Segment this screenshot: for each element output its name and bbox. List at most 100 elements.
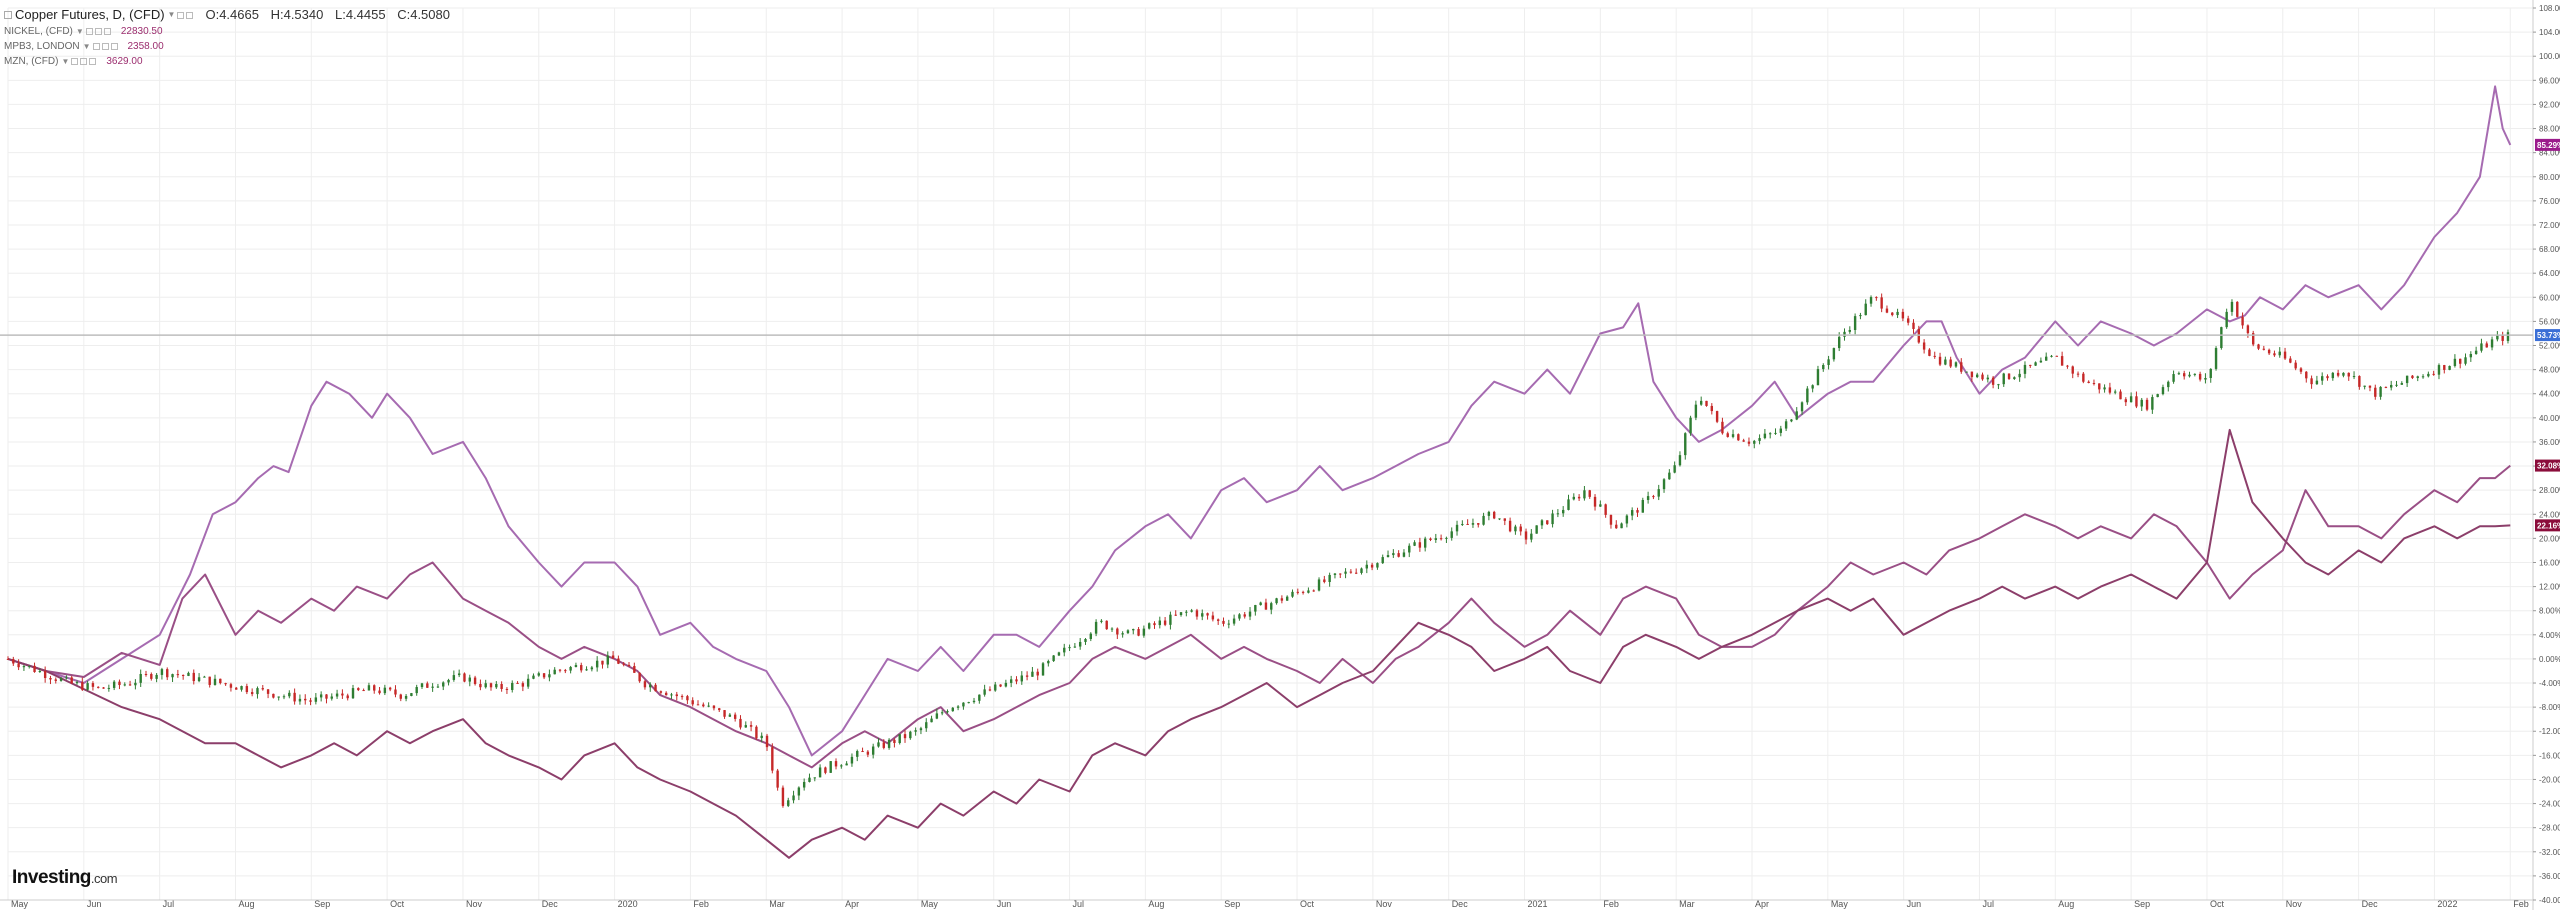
candle-body xyxy=(1078,641,1082,647)
y-tick-label: 12.00% xyxy=(2539,583,2560,592)
eye-icon[interactable] xyxy=(186,11,194,19)
x-tick-label: Feb xyxy=(2513,899,2529,909)
candle-body xyxy=(1041,663,1045,676)
main-symbol[interactable]: Copper Futures, D, (CFD) xyxy=(15,7,165,22)
candle-body xyxy=(1721,421,1724,434)
candle-body xyxy=(203,676,206,678)
candle-body xyxy=(341,693,344,696)
candle-body xyxy=(2427,373,2430,377)
settings-icon[interactable] xyxy=(177,11,185,19)
legend-main-row[interactable]: Copper Futures, D, (CFD) ▼ O:4.4665 H:4.… xyxy=(4,6,458,24)
settings-icon[interactable] xyxy=(85,28,93,35)
candle-body xyxy=(834,761,838,767)
candle-body xyxy=(633,666,636,673)
candle-body xyxy=(2453,358,2457,366)
y-tick-label: 4.00% xyxy=(2539,631,2560,640)
candle-body xyxy=(298,698,302,702)
candle-body xyxy=(1206,613,1209,616)
candle-body xyxy=(718,708,721,711)
close-icon[interactable] xyxy=(110,43,118,50)
candle-body xyxy=(919,728,923,731)
candle-body xyxy=(2358,376,2361,387)
candle-body xyxy=(1376,563,1379,568)
candle-body xyxy=(1933,355,1936,357)
candle-body xyxy=(1216,619,1220,621)
candle-body xyxy=(2060,356,2064,366)
comparison-name[interactable]: MZN, (CFD) xyxy=(4,56,59,67)
candle-body xyxy=(1673,465,1676,473)
x-tick-label: Jun xyxy=(1907,899,1922,909)
candle-body xyxy=(192,672,195,682)
eye-icon[interactable] xyxy=(101,43,109,50)
candle-body xyxy=(304,698,307,701)
settings-icon[interactable] xyxy=(92,43,100,50)
settings-icon[interactable] xyxy=(71,58,79,65)
candle-body xyxy=(1036,671,1039,676)
candle-body xyxy=(1731,434,1735,437)
candle-body xyxy=(495,683,498,688)
eye-icon[interactable] xyxy=(94,28,102,35)
chevron-down-icon[interactable]: ▼ xyxy=(61,57,70,66)
candle-body xyxy=(2490,339,2494,348)
x-tick-label: Sep xyxy=(314,899,330,909)
comparison-name[interactable]: NICKEL, (CFD) xyxy=(4,26,73,37)
candle-body xyxy=(590,667,594,670)
candle-body xyxy=(818,767,822,778)
candle-body xyxy=(1068,647,1071,649)
candle-body xyxy=(1758,438,1761,441)
candle-body xyxy=(611,655,615,659)
candle-body xyxy=(1227,623,1230,625)
chevron-down-icon[interactable]: ▼ xyxy=(75,27,84,36)
y-tick-label: 92.00% xyxy=(2539,100,2560,109)
collapse-icon[interactable] xyxy=(4,11,12,19)
candle-body xyxy=(1753,440,1756,444)
candle-body xyxy=(2044,356,2048,361)
candle-body xyxy=(1949,359,1952,367)
candle-body xyxy=(1652,496,1655,498)
candle-body xyxy=(2055,355,2059,357)
chevron-down-icon[interactable]: ▼ xyxy=(82,42,91,51)
candle-body xyxy=(1392,553,1395,556)
candle-body xyxy=(1625,515,1629,524)
close-icon[interactable] xyxy=(103,28,111,35)
candle-body xyxy=(723,710,726,717)
close-icon[interactable] xyxy=(89,58,97,65)
candle-body xyxy=(134,682,137,686)
candle-body xyxy=(983,689,986,695)
candle-body xyxy=(2331,372,2335,379)
x-tick-label: 2022 xyxy=(2437,899,2457,909)
candle-body xyxy=(1609,514,1613,525)
candle-body xyxy=(1901,311,1905,319)
legend-row-nickel[interactable]: NICKEL, (CFD) ▼ 22830.50 xyxy=(4,24,458,39)
candle-body xyxy=(2129,396,2133,403)
candle-body xyxy=(123,684,126,686)
candle-body xyxy=(1291,591,1294,597)
y-tick-label: -16.00% xyxy=(2539,751,2560,760)
candle-body xyxy=(1795,411,1798,420)
candle-body xyxy=(1280,598,1284,601)
x-tick-label: Oct xyxy=(390,899,405,909)
candle-body xyxy=(2214,348,2218,369)
candle-body xyxy=(457,673,461,676)
candle-body xyxy=(2230,301,2234,312)
eye-icon[interactable] xyxy=(80,58,88,65)
candle-body xyxy=(2145,399,2149,410)
candle-body xyxy=(2225,311,2228,328)
chevron-down-icon[interactable]: ▼ xyxy=(167,10,176,19)
candle-body xyxy=(1418,542,1422,548)
candle-body xyxy=(2437,365,2441,375)
comparison-name[interactable]: MPB3, LONDON xyxy=(4,41,80,52)
candle-body xyxy=(903,734,907,739)
candle-body xyxy=(505,688,509,690)
low-value: L:4.4455 xyxy=(334,7,386,22)
y-tick-label: 68.00% xyxy=(2539,245,2560,254)
legend-row-lead[interactable]: MPB3, LONDON ▼ 2358.00 xyxy=(4,39,458,54)
candle-body xyxy=(739,718,742,728)
candle-body xyxy=(1147,623,1151,629)
candle-body xyxy=(1201,613,1204,617)
y-tick-label: 104.00% xyxy=(2539,28,2560,37)
legend-row-zinc[interactable]: MZN, (CFD) ▼ 3629.00 xyxy=(4,54,458,69)
